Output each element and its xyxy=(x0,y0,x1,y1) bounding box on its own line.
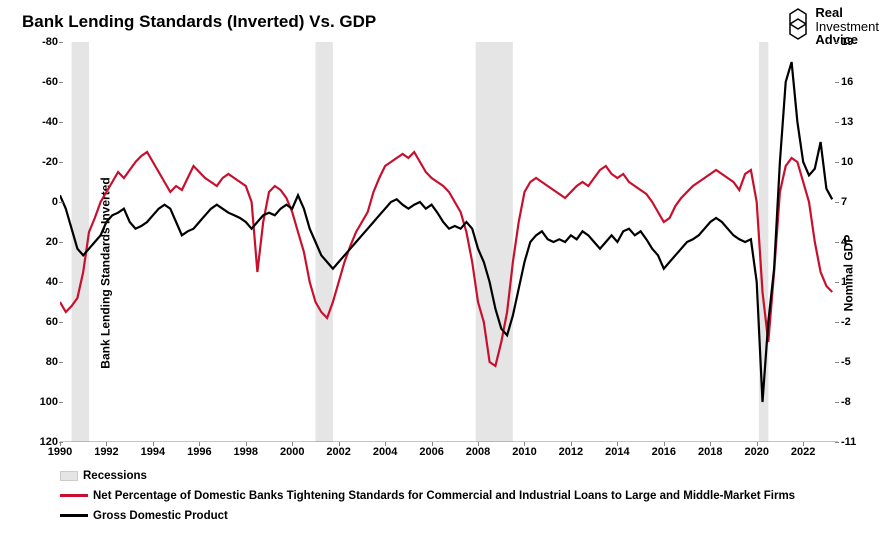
y2-tick: 10 xyxy=(841,156,863,168)
y1-tick-mark xyxy=(59,202,63,203)
y1-tick-mark xyxy=(59,42,63,43)
y2-tick-mark xyxy=(835,362,839,363)
y1-tick: 60 xyxy=(36,316,58,328)
x-tick-mark xyxy=(757,442,758,446)
y2-tick-mark xyxy=(835,282,839,283)
y2-tick: 19 xyxy=(841,36,863,48)
x-tick-mark xyxy=(199,442,200,446)
logo-icon xyxy=(788,6,808,45)
gdp-swatch xyxy=(60,514,88,517)
y1-tick: 100 xyxy=(36,396,58,408)
y1-tick: 40 xyxy=(36,276,58,288)
x-tick: 2016 xyxy=(652,446,676,458)
y1-tick-mark xyxy=(59,242,63,243)
chart-svg xyxy=(60,42,838,442)
legend-gdp: Gross Domestic Product xyxy=(60,510,228,522)
legend-lending: Net Percentage of Domestic Banks Tighten… xyxy=(60,490,795,502)
y1-tick-mark xyxy=(59,402,63,403)
y1-tick-mark xyxy=(59,122,63,123)
x-tick: 2000 xyxy=(280,446,304,458)
x-tick: 2018 xyxy=(698,446,722,458)
y1-tick-mark xyxy=(59,282,63,283)
y2-tick: -8 xyxy=(841,396,863,408)
x-tick: 2020 xyxy=(744,446,768,458)
x-tick-mark xyxy=(524,442,525,446)
y1-tick: 20 xyxy=(36,236,58,248)
x-tick: 2014 xyxy=(605,446,629,458)
x-tick: 1990 xyxy=(48,446,72,458)
x-tick-mark xyxy=(571,442,572,446)
x-tick: 2012 xyxy=(559,446,583,458)
x-tick-mark xyxy=(339,442,340,446)
y2-tick: 16 xyxy=(841,76,863,88)
x-tick: 2010 xyxy=(512,446,536,458)
x-tick: 2006 xyxy=(419,446,443,458)
y2-tick: 7 xyxy=(841,196,863,208)
x-tick-mark xyxy=(106,442,107,446)
x-tick-mark xyxy=(617,442,618,446)
lending-swatch xyxy=(60,494,88,497)
x-tick-mark xyxy=(803,442,804,446)
y2-tick-mark xyxy=(835,402,839,403)
recession-band xyxy=(72,42,89,442)
x-tick: 1996 xyxy=(187,446,211,458)
y2-tick-mark xyxy=(835,42,839,43)
y2-tick-mark xyxy=(835,242,839,243)
y1-tick-mark xyxy=(59,362,63,363)
plot-area xyxy=(60,42,838,442)
x-tick-mark xyxy=(153,442,154,446)
legend-gdp-label: Gross Domestic Product xyxy=(93,510,228,522)
y2-tick: -2 xyxy=(841,316,863,328)
x-tick: 1994 xyxy=(141,446,165,458)
x-tick-mark xyxy=(432,442,433,446)
y2-tick: 1 xyxy=(841,276,863,288)
gdp-line xyxy=(60,62,832,402)
x-tick-mark xyxy=(60,442,61,446)
y2-tick: 4 xyxy=(841,236,863,248)
y1-tick: 0 xyxy=(36,196,58,208)
x-tick-mark xyxy=(292,442,293,446)
y1-tick: -60 xyxy=(36,76,58,88)
recession-swatch xyxy=(60,471,78,481)
x-tick-mark xyxy=(478,442,479,446)
y1-tick: -20 xyxy=(36,156,58,168)
y2-tick-mark xyxy=(835,322,839,323)
y2-tick: -5 xyxy=(841,356,863,368)
y2-tick-mark xyxy=(835,82,839,83)
x-tick-mark xyxy=(664,442,665,446)
y2-tick-mark xyxy=(835,202,839,203)
y1-tick: -40 xyxy=(36,116,58,128)
lending-line xyxy=(60,152,832,366)
y1-tick-mark xyxy=(59,162,63,163)
y1-tick: -80 xyxy=(36,36,58,48)
recession-band xyxy=(315,42,332,442)
chart-title: Bank Lending Standards (Inverted) Vs. GD… xyxy=(22,12,376,32)
y1-tick: 80 xyxy=(36,356,58,368)
x-tick: 2004 xyxy=(373,446,397,458)
recession-band xyxy=(476,42,513,442)
brand-logo: Real Investment Advice xyxy=(788,6,879,47)
x-tick: 1992 xyxy=(94,446,118,458)
y2-tick-mark xyxy=(835,122,839,123)
y1-tick-mark xyxy=(59,82,63,83)
y2-tick-mark xyxy=(835,162,839,163)
x-tick-mark xyxy=(385,442,386,446)
legend-recession-label: Recessions xyxy=(83,470,147,482)
legend-lending-label: Net Percentage of Domestic Banks Tighten… xyxy=(93,490,795,502)
y2-tick: 13 xyxy=(841,116,863,128)
legend-recession: Recessions xyxy=(60,470,147,482)
y2-tick: -11 xyxy=(841,436,863,448)
x-tick: 2002 xyxy=(326,446,350,458)
y1-tick-mark xyxy=(59,322,63,323)
y2-tick-mark xyxy=(835,442,839,443)
x-tick-mark xyxy=(246,442,247,446)
x-tick: 2008 xyxy=(466,446,490,458)
x-tick-mark xyxy=(710,442,711,446)
x-tick: 2022 xyxy=(791,446,815,458)
x-tick: 1998 xyxy=(234,446,258,458)
